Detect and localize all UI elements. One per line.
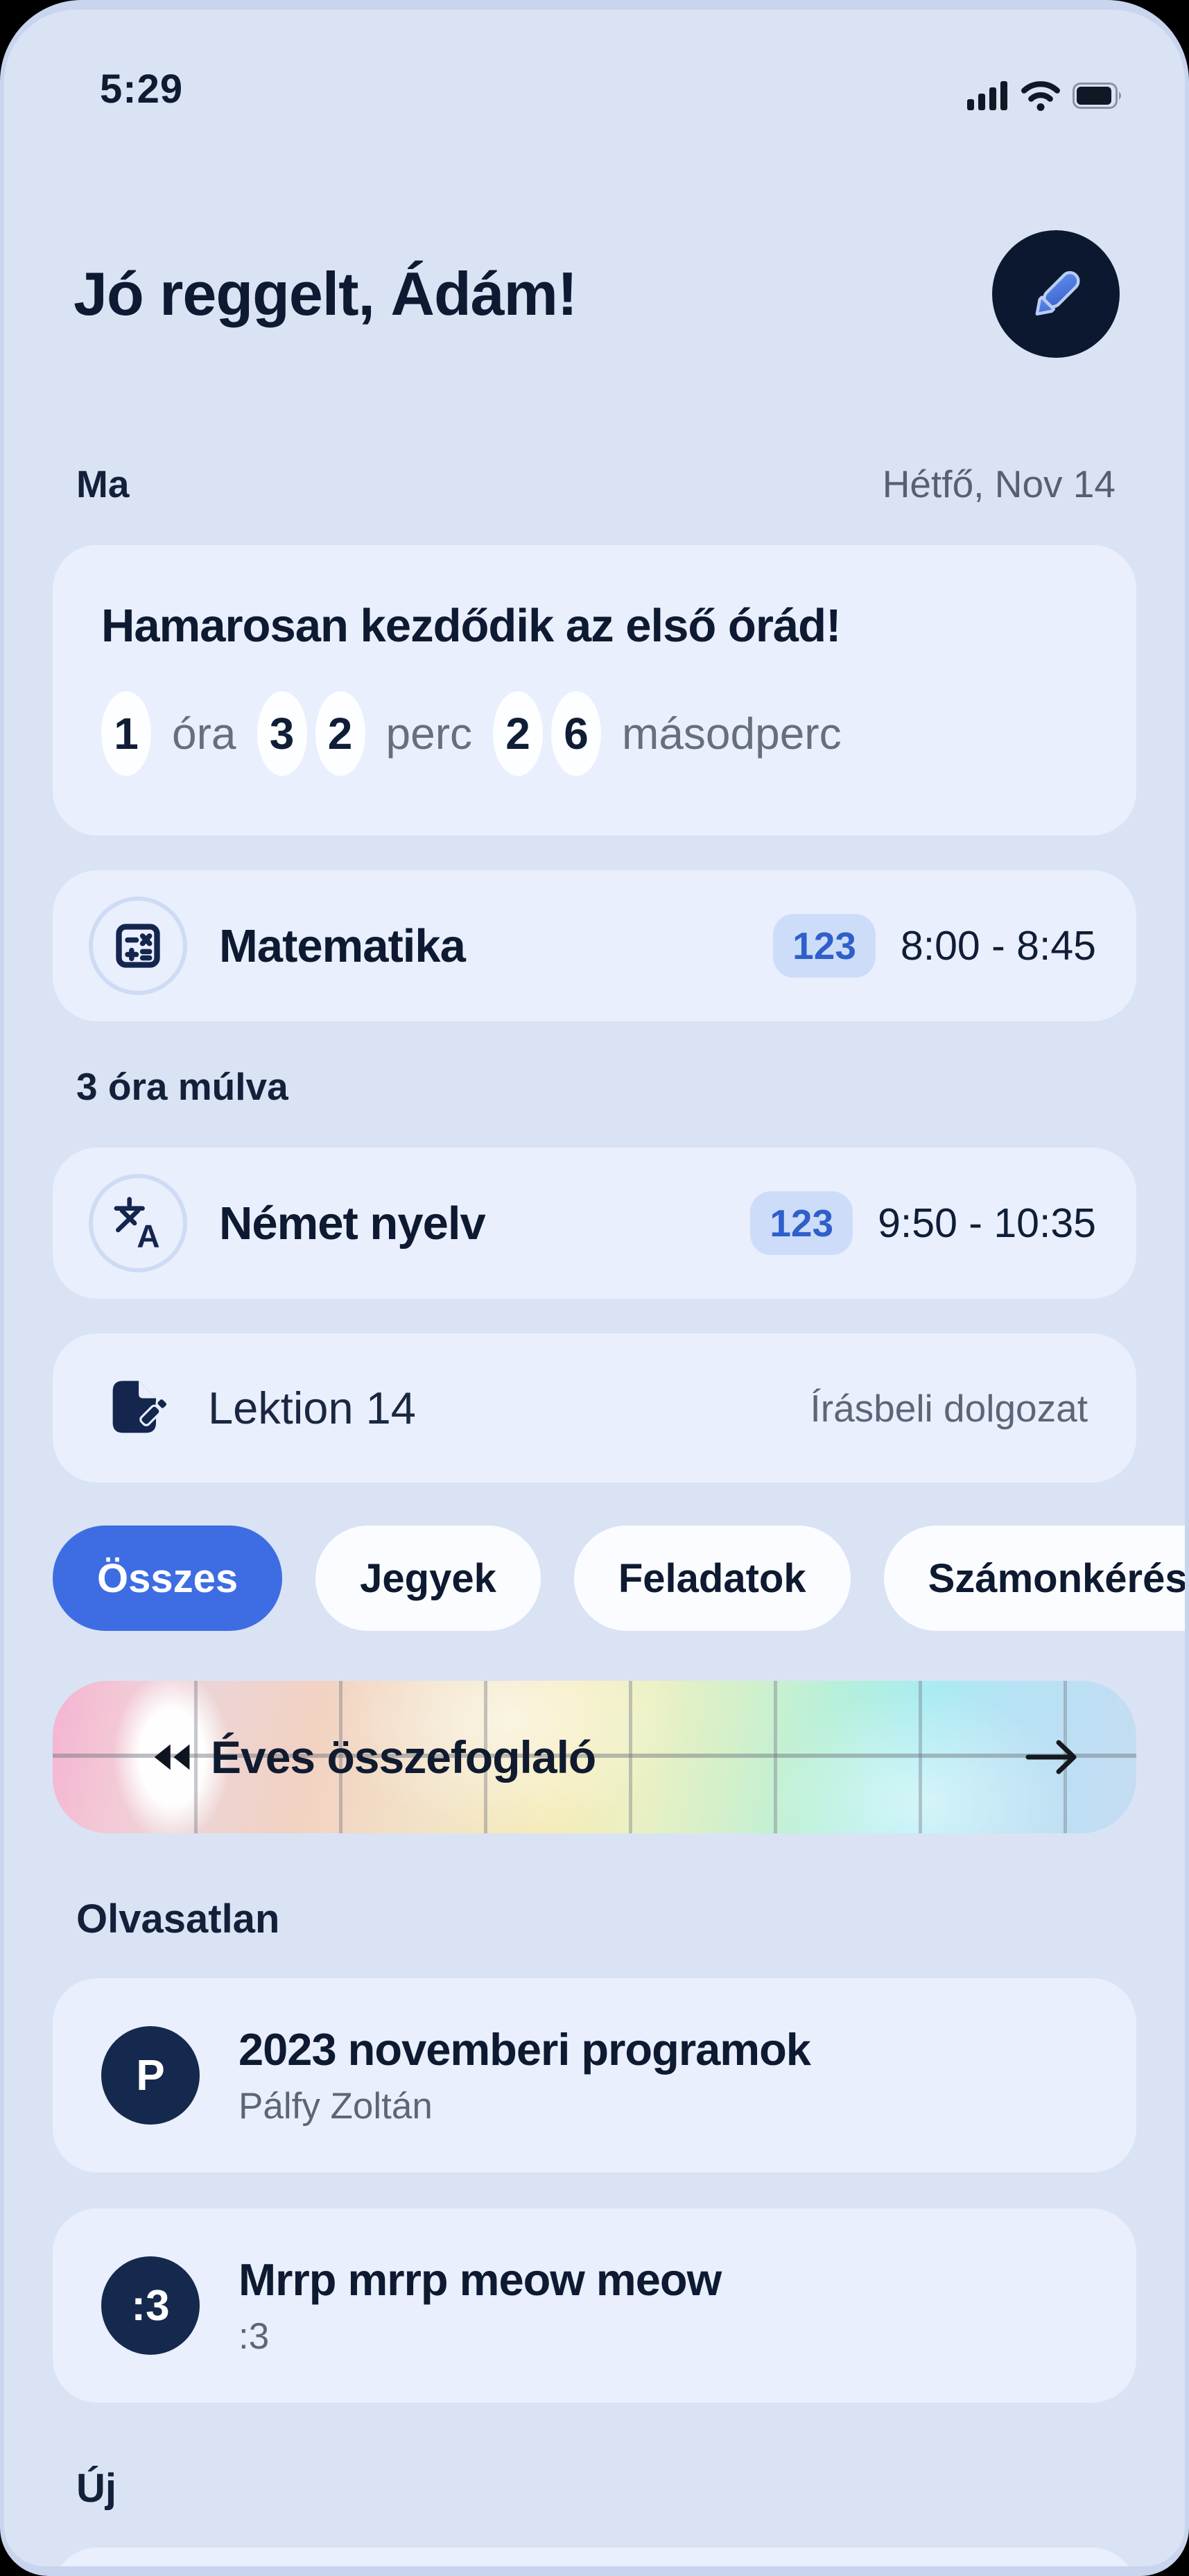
countdown-unit-label: óra [172, 709, 236, 759]
message-title: 2023 novemberi programok [238, 2024, 811, 2075]
countdown-card: Hamarosan kezdődik az első órád! 1 óra 3… [53, 545, 1136, 836]
countdown-digit: 1 [101, 691, 151, 776]
status-time: 5:29 [100, 67, 184, 112]
message-card[interactable]: :3 Mrrp mrrp meow meow :3 [53, 2208, 1136, 2403]
room-badge: 123 [773, 914, 876, 978]
room-badge: 123 [750, 1191, 853, 1255]
next-lesson-hint: 3 óra múlva [76, 1065, 288, 1108]
filter-chip-feladatok[interactable]: Feladatok [573, 1525, 851, 1631]
banner-title: Éves összefoglaló [211, 1731, 596, 1783]
topic-card[interactable]: Lektion 14 Írásbeli dolgozat [53, 1333, 1136, 1483]
signal-icon [967, 81, 1009, 110]
date-label: Hétfő, Nov 14 [882, 463, 1116, 505]
message-sender: :3 [238, 2316, 270, 2357]
countdown-digit: 2 [493, 691, 543, 776]
subject-icon-ring: A [89, 1174, 187, 1272]
message-sender: Pálfy Zoltán [238, 2086, 433, 2127]
calculator-icon [110, 918, 166, 974]
document-pen-icon [101, 1372, 173, 1444]
app-screen: 5:29 [4, 10, 1185, 2566]
edit-button[interactable] [992, 230, 1120, 358]
battery-icon [1073, 83, 1124, 109]
lesson-time: 8:00 - 8:45 [900, 923, 1096, 969]
avatar: P [101, 2026, 200, 2125]
lesson-time: 9:50 - 10:35 [878, 1200, 1096, 1246]
message-card[interactable]: P 2023 novemberi programok Pálfy Zoltán [53, 1978, 1136, 2172]
countdown-digit: 6 [551, 691, 601, 776]
filter-chips: Összes Jegyek Feladatok Számonkérések [53, 1525, 1185, 1631]
avatar: :3 [101, 2256, 200, 2355]
topic-note: Írásbeli dolgozat [810, 1386, 1088, 1430]
greeting-row: Jó reggelt, Ádám! [73, 230, 1120, 358]
lesson-card-nemet[interactable]: A Német nyelv 123 9:50 - 10:35 [53, 1148, 1136, 1299]
translate-icon: A [110, 1195, 166, 1252]
message-title: Mrrp mrrp meow meow [238, 2254, 722, 2305]
lesson-subject: Német nyelv [219, 1197, 486, 1250]
section-title-olvasatlan: Olvasatlan [76, 1896, 280, 1942]
filter-chip-jegyek[interactable]: Jegyek [315, 1525, 541, 1631]
page-title: Jó reggelt, Ádám! [73, 259, 578, 328]
status-icons [967, 80, 1124, 114]
rewind-icon[interactable] [147, 1740, 193, 1774]
countdown-unit-label: másodperc [622, 709, 842, 759]
pencil-icon [1018, 256, 1094, 332]
subject-icon-ring [89, 897, 187, 995]
section-title-uj: Új [76, 2466, 116, 2511]
svg-text:A: A [137, 1218, 159, 1252]
countdown-unit-label: perc [385, 709, 473, 759]
filter-chip-osszes[interactable]: Összes [53, 1525, 283, 1631]
yearly-summary-banner[interactable]: Éves összefoglaló [53, 1681, 1136, 1833]
countdown-digit: 3 [257, 691, 307, 776]
topic-title: Lektion 14 [208, 1383, 416, 1433]
countdown-row: 1 óra 3 2 perc 2 6 másodperc [101, 691, 1088, 776]
lesson-card-matematika[interactable]: Matematika 123 8:00 - 8:45 [53, 870, 1136, 1021]
countdown-digit: 2 [315, 691, 365, 776]
arrow-right-icon[interactable] [1023, 1736, 1081, 1779]
today-label: Ma [76, 463, 130, 505]
message-card[interactable]: 2 Függvények Matematika [53, 2548, 1136, 2566]
date-row: Ma Hétfő, Nov 14 [76, 462, 1116, 506]
status-bar: 5:29 [4, 10, 1185, 114]
filter-chip-szamonkeresek[interactable]: Számonkérések [883, 1525, 1185, 1631]
wifi-icon [1020, 80, 1061, 111]
lesson-subject: Matematika [219, 919, 466, 972]
countdown-title: Hamarosan kezdődik az első órád! [101, 600, 841, 652]
